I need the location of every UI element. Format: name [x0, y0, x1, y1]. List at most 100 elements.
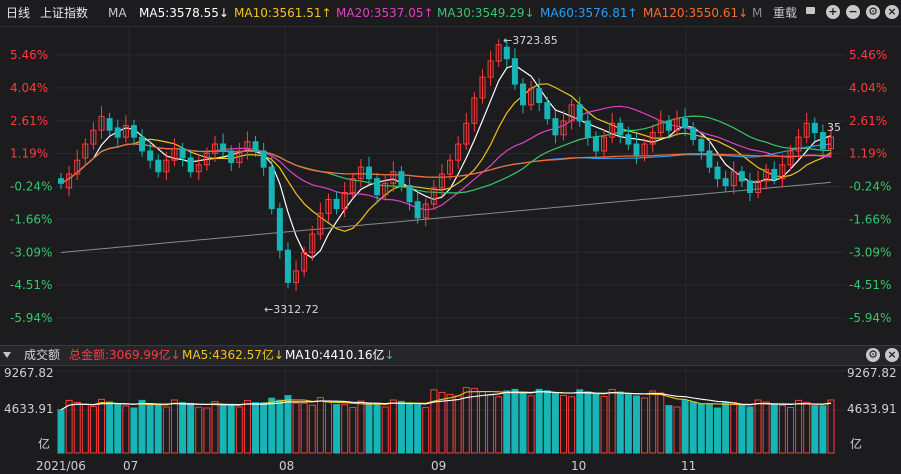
- price-axis-left: 5.46% 4.04% 2.61% 1.19% -0.24% -1.66% -3.09% -4…: [10, 48, 52, 325]
- volume-bar: [357, 400, 365, 454]
- time-label: 10: [571, 459, 586, 473]
- ma30-value: MA30:3549.29↓: [437, 6, 535, 20]
- volume-bar: [592, 393, 600, 454]
- candle-body: [155, 159, 162, 173]
- ma-more: M: [752, 6, 763, 20]
- volume-settings-icon[interactable]: ⚙: [866, 348, 880, 362]
- volume-bar: [657, 392, 665, 454]
- volume-bars: [57, 387, 835, 454]
- right-tick: -4.51%: [849, 278, 891, 292]
- volume-bar: [446, 393, 454, 454]
- candle-body: [447, 159, 454, 175]
- volume-title[interactable]: 成交额: [24, 348, 61, 362]
- candle-body: [382, 182, 389, 196]
- candle-body: [633, 143, 640, 157]
- candle-body: [755, 180, 762, 193]
- volume-chart[interactable]: 9267.82 4633.91 亿 9267.82 4633.91 亿 2021…: [0, 365, 901, 474]
- index-name[interactable]: 上证指数: [40, 6, 89, 20]
- right-tick: -3.09%: [849, 245, 891, 259]
- candle-body: [706, 150, 713, 168]
- ma120-value: MA120:3550.61↓: [643, 6, 749, 20]
- volume-bar: [819, 405, 827, 454]
- volume-bar: [649, 390, 657, 454]
- volume-close-icon[interactable]: ×: [885, 348, 899, 362]
- candle-body: [471, 97, 478, 124]
- candle-body: [811, 122, 818, 134]
- volume-bar: [551, 392, 559, 454]
- annotations: ←3723.85 ←3312.72 35: [264, 34, 841, 316]
- volume-bar: [511, 388, 519, 454]
- volume-bar: [624, 394, 632, 454]
- candle-body: [511, 58, 518, 85]
- candle-body: [390, 171, 397, 184]
- candle-body: [463, 122, 470, 145]
- volume-bar: [600, 395, 608, 454]
- volume-bar: [179, 402, 187, 454]
- high-annotation: ←3723.85: [503, 34, 558, 47]
- volume-bar: [527, 395, 535, 454]
- volume-bar: [722, 401, 730, 454]
- volume-bar: [576, 389, 584, 454]
- zoom-out-icon[interactable]: −: [846, 5, 860, 19]
- time-label: 11: [681, 459, 696, 473]
- candle-body: [576, 104, 583, 122]
- candle-body: [236, 150, 243, 164]
- volume-bar: [65, 399, 73, 454]
- volume-header: 成交额 总金额:3069.99亿↓ MA5:4362.57亿↓ MA10:441…: [0, 345, 901, 366]
- candle-body: [139, 136, 146, 152]
- volume-bar: [714, 407, 722, 454]
- volume-bar: [543, 390, 551, 454]
- vol-right-top: 9267.82: [847, 366, 897, 380]
- volume-bar: [616, 391, 624, 454]
- volume-bar: [243, 400, 251, 454]
- volume-bar: [438, 391, 446, 454]
- settings-icon[interactable]: ⚙: [866, 5, 880, 19]
- volume-bar: [389, 399, 397, 454]
- candle-body: [665, 120, 672, 131]
- candle-body: [495, 44, 502, 62]
- volume-bar: [211, 401, 219, 454]
- volume-bar: [406, 402, 414, 454]
- volume-bar: [252, 402, 260, 454]
- candle-body: [714, 166, 721, 180]
- volume-bar: [235, 406, 243, 454]
- close-icon[interactable]: ×: [885, 5, 899, 19]
- volume-bar: [324, 400, 332, 454]
- ma-line-10: [60, 83, 832, 232]
- candle-body: [479, 76, 486, 99]
- moving-average-lines: [60, 64, 832, 259]
- candle-body: [187, 157, 194, 173]
- right-tick: 4.04%: [849, 81, 887, 95]
- volume-bar: [811, 405, 819, 454]
- candle-body: [625, 134, 632, 145]
- volume-collapse-icon[interactable]: [3, 352, 11, 358]
- candle-body: [203, 152, 210, 166]
- candlesticks: [58, 39, 834, 292]
- left-tick: -3.09%: [10, 245, 52, 259]
- volume-bar: [762, 401, 770, 454]
- volume-bar: [754, 399, 762, 454]
- lock-icon[interactable]: [806, 7, 815, 14]
- price-chart[interactable]: 5.46% 4.04% 2.61% 1.19% -0.24% -1.66% -3.09% -4…: [0, 27, 901, 345]
- volume-bar: [738, 405, 746, 454]
- candle-body: [763, 168, 770, 182]
- volume-bar: [333, 404, 341, 454]
- restore-button[interactable]: 重载: [773, 6, 798, 20]
- left-tick: -1.66%: [10, 212, 52, 226]
- candle-body: [147, 150, 154, 161]
- volume-bar: [697, 403, 705, 454]
- ma-line-250: [60, 181, 832, 253]
- volume-bar: [454, 395, 462, 454]
- volume-bar: [665, 405, 673, 454]
- volume-bar: [162, 406, 170, 454]
- vol-left-unit: 亿: [38, 436, 50, 451]
- right-tick: 5.46%: [849, 48, 887, 62]
- volume-bar: [316, 397, 324, 454]
- candle-body: [771, 168, 778, 180]
- ma-label[interactable]: MA: [108, 6, 127, 20]
- volume-bar: [154, 404, 162, 454]
- candle-body: [333, 198, 340, 210]
- zoom-in-icon[interactable]: +: [826, 5, 840, 19]
- period-tab-daily[interactable]: 日线: [6, 6, 31, 20]
- volume-bar: [381, 406, 389, 454]
